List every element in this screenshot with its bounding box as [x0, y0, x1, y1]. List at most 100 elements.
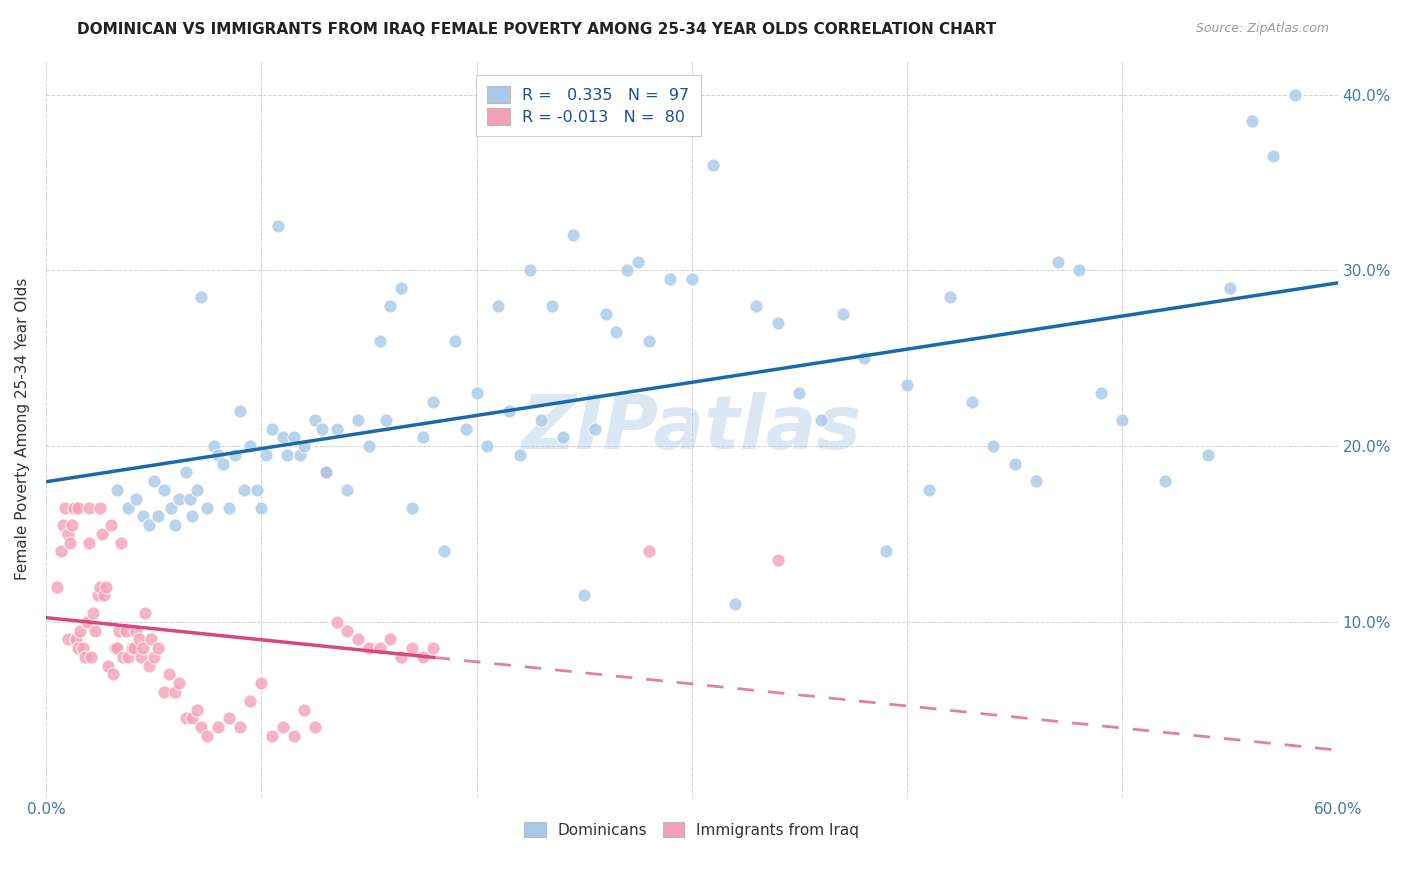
Point: [117, 649, 139, 664]
Point: [202, 439, 225, 453]
Point: [465, 386, 488, 401]
Point: [239, 694, 262, 708]
Point: [1219, 281, 1241, 295]
Point: [77, 535, 100, 549]
Point: [1046, 254, 1069, 268]
Point: [157, 667, 180, 681]
Point: [246, 483, 269, 497]
Point: [56, 632, 79, 647]
Point: [129, 649, 152, 664]
Point: [105, 641, 128, 656]
Point: [77, 500, 100, 515]
Point: [637, 544, 659, 558]
Point: [179, 491, 201, 506]
Point: [486, 299, 509, 313]
Point: [218, 500, 240, 515]
Point: [174, 466, 197, 480]
Point: [128, 632, 150, 647]
Point: [1069, 263, 1091, 277]
Point: [91, 527, 114, 541]
Point: [138, 518, 160, 533]
Point: [875, 544, 897, 558]
Point: [357, 439, 380, 453]
Point: [138, 658, 160, 673]
Point: [853, 351, 876, 366]
Point: [375, 413, 398, 427]
Point: [681, 272, 703, 286]
Point: [80, 649, 103, 664]
Point: [146, 641, 169, 656]
Point: [100, 518, 122, 533]
Point: [59, 535, 82, 549]
Point: [122, 641, 145, 656]
Point: [530, 413, 553, 427]
Point: [789, 386, 811, 401]
Point: [132, 641, 155, 656]
Point: [412, 430, 434, 444]
Point: [444, 334, 467, 348]
Point: [93, 589, 115, 603]
Point: [389, 281, 412, 295]
Point: [433, 544, 456, 558]
Point: [89, 500, 111, 515]
Point: [1240, 114, 1263, 128]
Point: [110, 535, 132, 549]
Point: [121, 641, 143, 656]
Point: [67, 500, 90, 515]
Point: [169, 491, 191, 506]
Point: [336, 483, 359, 497]
Point: [190, 720, 212, 734]
Point: [52, 518, 75, 533]
Point: [197, 500, 219, 515]
Point: [60, 518, 83, 533]
Point: [153, 483, 176, 497]
Point: [276, 448, 298, 462]
Point: [1090, 386, 1112, 401]
Point: [831, 307, 853, 321]
Point: [108, 624, 131, 638]
Point: [101, 667, 124, 681]
Point: [125, 491, 148, 506]
Point: [595, 307, 617, 321]
Point: [134, 606, 156, 620]
Point: [724, 597, 747, 611]
Point: [766, 553, 789, 567]
Point: [283, 430, 305, 444]
Point: [267, 219, 290, 234]
Point: [605, 325, 627, 339]
Point: [315, 466, 337, 480]
Point: [105, 483, 128, 497]
Point: [112, 649, 135, 664]
Point: [292, 439, 315, 453]
Point: [233, 483, 256, 497]
Point: [896, 377, 918, 392]
Point: [917, 483, 939, 497]
Point: [347, 413, 370, 427]
Point: [228, 720, 250, 734]
Point: [292, 703, 315, 717]
Point: [401, 641, 423, 656]
Point: [810, 413, 832, 427]
Point: [509, 448, 531, 462]
Point: [132, 509, 155, 524]
Point: [616, 263, 638, 277]
Text: DOMINICAN VS IMMIGRANTS FROM IRAQ FEMALE POVERTY AMONG 25-34 YEAR OLDS CORRELATI: DOMINICAN VS IMMIGRANTS FROM IRAQ FEMALE…: [77, 22, 997, 37]
Point: [1004, 457, 1026, 471]
Point: [498, 404, 520, 418]
Point: [271, 430, 294, 444]
Point: [357, 641, 380, 656]
Point: [97, 658, 120, 673]
Point: [207, 448, 229, 462]
Point: [572, 589, 595, 603]
Point: [477, 439, 499, 453]
Point: [218, 711, 240, 725]
Point: [211, 457, 233, 471]
Point: [939, 290, 962, 304]
Point: [551, 430, 574, 444]
Point: [141, 632, 163, 647]
Point: [160, 500, 183, 515]
Point: [142, 649, 165, 664]
Point: [53, 500, 76, 515]
Point: [637, 334, 659, 348]
Point: [250, 676, 273, 690]
